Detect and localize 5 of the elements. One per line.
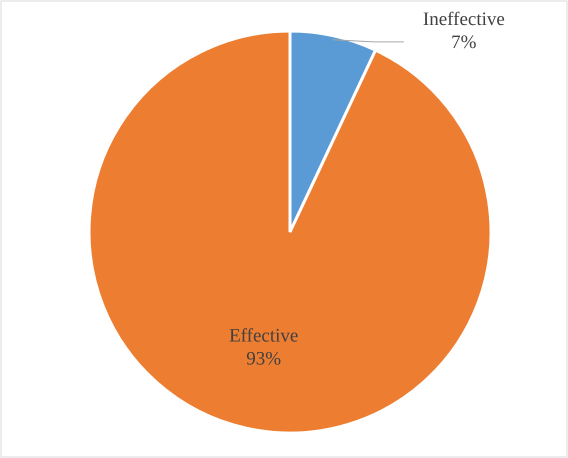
slice-label: Ineffective — [422, 8, 505, 30]
pie-slice — [88, 30, 492, 434]
slice-label: Effective — [229, 326, 298, 347]
data-label: 7% — [451, 32, 477, 53]
data-label: 93% — [246, 348, 282, 370]
